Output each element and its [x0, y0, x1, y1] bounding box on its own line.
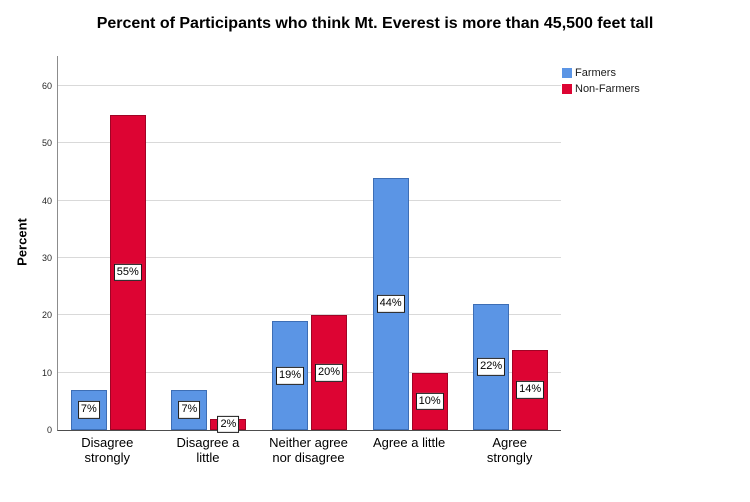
y-tick-label-20: 20 — [41, 310, 52, 321]
x-category-label-1: Disagree strongly — [57, 435, 158, 466]
x-category-label-2: Disagree a little — [158, 435, 259, 466]
value-label-farmers-4: 44% — [376, 295, 405, 313]
bar-group-4 — [360, 56, 461, 430]
bar-group-2 — [159, 56, 260, 430]
plot-area: 7% 55% 7% 2% 19% 20% 44% 10% 22% 14% — [57, 56, 561, 434]
x-category-line: strongly — [486, 450, 533, 466]
gridline-30 — [58, 257, 561, 258]
y-tick-label-0: 0 — [46, 425, 52, 435]
x-category-line: Agree a little — [372, 435, 446, 450]
x-category-line: Disagree a — [176, 435, 240, 450]
x-category-line: strongly — [84, 450, 131, 466]
x-category-line: Neither agree — [269, 435, 348, 450]
value-label-farmers-1: 7% — [77, 401, 100, 419]
legend-swatch-farmers — [562, 68, 572, 78]
value-label-non-farmers-3: 20% — [314, 363, 344, 382]
gridline-60 — [58, 85, 561, 86]
chart-title: Percent of Participants who think Mt. Ev… — [96, 15, 654, 32]
x-category-line: nor disagree — [272, 450, 345, 466]
x-axis-labels: Disagree strongly Disagree a little Neither … — [57, 435, 560, 466]
y-tick-label-30: 30 — [41, 253, 52, 263]
x-category-line: little — [196, 450, 220, 466]
legend: Farmers Non-Farmers — [562, 67, 640, 95]
legend-label-farmers: Farmers — [575, 67, 616, 79]
y-tick-label-60: 60 — [41, 81, 52, 91]
legend-label-non-farmers: Non-Farmers — [575, 83, 640, 95]
gridline-50 — [58, 142, 561, 144]
x-category-line: Agree — [492, 435, 528, 450]
gridline-40 — [58, 199, 561, 201]
value-label-farmers-3: 19% — [275, 366, 305, 385]
bar-group-5 — [460, 56, 561, 430]
y-tick-label-10: 10 — [41, 367, 52, 378]
legend-item-non-farmers: Non-Farmers — [562, 83, 640, 95]
value-label-farmers-2: 7% — [178, 401, 201, 419]
value-label-non-farmers-5: 14% — [516, 381, 545, 399]
y-tick-label-40: 40 — [41, 195, 52, 206]
value-label-farmers-5: 22% — [477, 358, 506, 376]
value-label-non-farmers-4: 10% — [415, 392, 444, 411]
x-category-label-4: Agree a little — [359, 435, 460, 466]
legend-swatch-non-farmers — [562, 84, 572, 94]
x-category-line: Disagree — [81, 435, 134, 450]
x-category-label-5: Agree strongly — [459, 435, 560, 466]
value-label-non-farmers-2: 2% — [217, 415, 240, 434]
legend-item-farmers: Farmers — [562, 67, 640, 79]
x-category-label-3: Neither agree nor disagree — [258, 435, 359, 466]
bar-group-1 — [58, 56, 159, 430]
gridline-10 — [58, 371, 561, 373]
value-label-non-farmers-1: 55% — [113, 263, 142, 282]
gridline-20 — [58, 314, 561, 316]
y-tick-label-50: 50 — [41, 138, 52, 149]
bar-group-3 — [259, 56, 360, 430]
